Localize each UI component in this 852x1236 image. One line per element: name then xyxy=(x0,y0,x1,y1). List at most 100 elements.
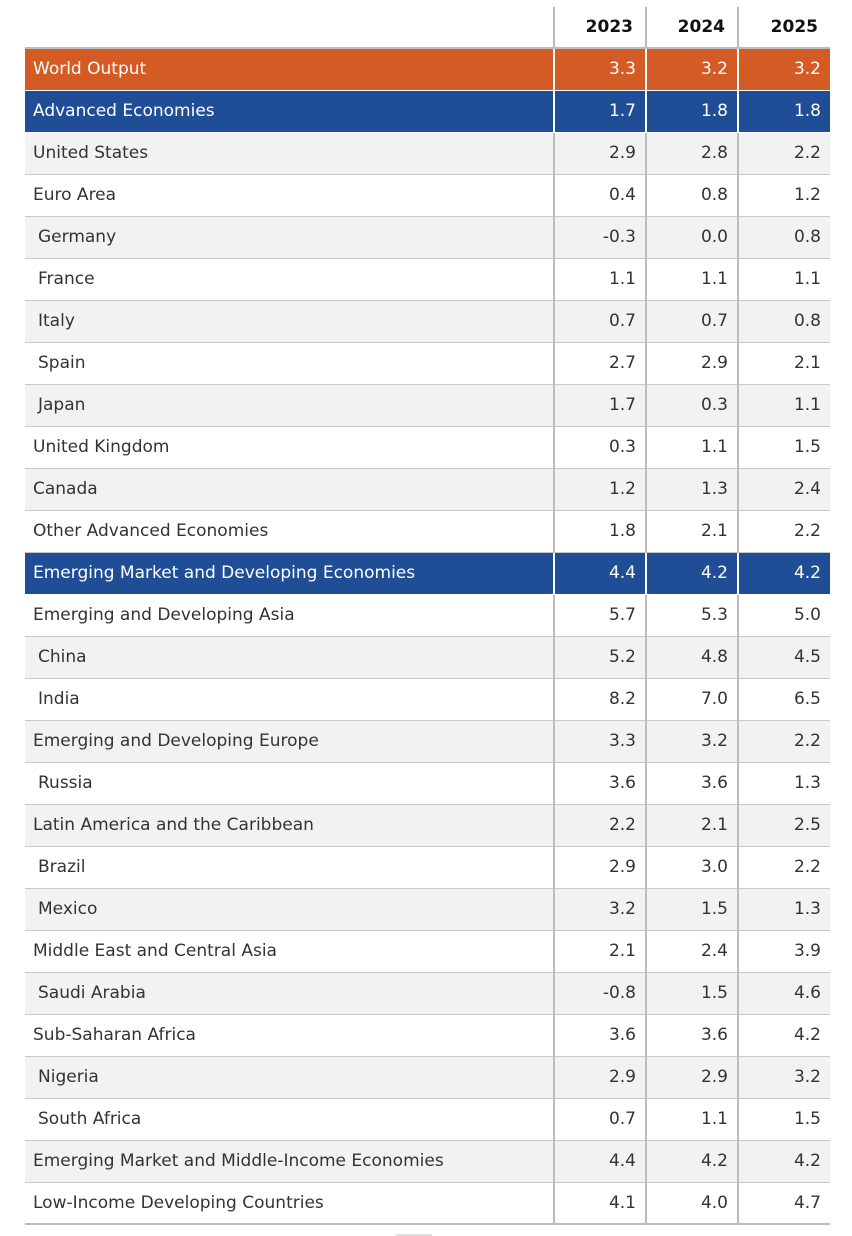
row-label: Euro Area xyxy=(25,174,555,217)
row-label: Germany xyxy=(25,216,555,259)
value-cell-2023: -0.8 xyxy=(554,972,647,1015)
value-cell-2023: 8.2 xyxy=(554,678,647,721)
value-cell-2025: 3.2 xyxy=(738,1056,830,1099)
row-label: Sub-Saharan Africa xyxy=(25,1014,555,1057)
value-cell-2024: 3.6 xyxy=(646,1014,739,1057)
scroll-indicator[interactable] xyxy=(396,1234,432,1236)
value-cell-2024: 4.2 xyxy=(646,552,739,595)
row-label: Japan xyxy=(25,384,555,427)
table-row: Euro Area 0.4 0.8 1.2 xyxy=(25,174,830,217)
header-year-2023: 2023 xyxy=(554,7,647,49)
row-label: Emerging Market and Middle-Income Econom… xyxy=(25,1140,555,1183)
value-cell-2023: 4.1 xyxy=(554,1182,647,1225)
value-cell-2023: 3.3 xyxy=(554,720,647,763)
value-cell-2023: 3.2 xyxy=(554,888,647,931)
value-cell-2024: 2.9 xyxy=(646,342,739,385)
table-row: South Africa 0.7 1.1 1.5 xyxy=(25,1098,830,1141)
value-cell-2023: 0.4 xyxy=(554,174,647,217)
value-cell-2023: 1.1 xyxy=(554,258,647,301)
header-year-2024: 2024 xyxy=(646,7,739,49)
value-cell-2025: 2.1 xyxy=(738,342,830,385)
row-label: Latin America and the Caribbean xyxy=(25,804,555,847)
row-label: Low-Income Developing Countries xyxy=(25,1182,555,1225)
value-cell-2025: 2.2 xyxy=(738,510,830,553)
value-cell-2023: 2.9 xyxy=(554,132,647,175)
table-body: World Output 3.3 3.2 3.2 Advanced Economies 1… xyxy=(25,48,830,1225)
table-row: Emerging and Developing Europe 3.3 3.2 2.2 xyxy=(25,720,830,763)
value-cell-2025: 4.2 xyxy=(738,1140,830,1183)
value-cell-2024: 5.3 xyxy=(646,594,739,637)
value-cell-2024: 3.0 xyxy=(646,846,739,889)
table-row: China 5.2 4.8 4.5 xyxy=(25,636,830,679)
value-cell-2024: 3.2 xyxy=(646,48,739,91)
value-cell-2024: 7.0 xyxy=(646,678,739,721)
value-cell-2024: 1.1 xyxy=(646,258,739,301)
table-row: India 8.2 7.0 6.5 xyxy=(25,678,830,721)
value-cell-2023: 5.7 xyxy=(554,594,647,637)
row-label: South Africa xyxy=(25,1098,555,1141)
value-cell-2025: 2.2 xyxy=(738,132,830,175)
value-cell-2025: 4.2 xyxy=(738,552,830,595)
value-cell-2025: 1.1 xyxy=(738,384,830,427)
value-cell-2024: 1.3 xyxy=(646,468,739,511)
growth-table-container: 2023 2024 2025 World Output 3.3 3.2 3.2 Adva… xyxy=(25,7,830,1225)
row-label: World Output xyxy=(25,48,555,91)
table-row: Mexico 3.2 1.5 1.3 xyxy=(25,888,830,931)
value-cell-2023: 0.7 xyxy=(554,1098,647,1141)
value-cell-2024: 2.8 xyxy=(646,132,739,175)
growth-table: 2023 2024 2025 World Output 3.3 3.2 3.2 Adva… xyxy=(25,7,830,1225)
row-label: China xyxy=(25,636,555,679)
value-cell-2025: 3.9 xyxy=(738,930,830,973)
value-cell-2024: 1.5 xyxy=(646,888,739,931)
value-cell-2024: 1.5 xyxy=(646,972,739,1015)
row-label: Advanced Economies xyxy=(25,90,555,133)
header-year-2025: 2025 xyxy=(738,7,830,49)
value-cell-2023: 5.2 xyxy=(554,636,647,679)
value-cell-2023: 1.2 xyxy=(554,468,647,511)
row-label: Italy xyxy=(25,300,555,343)
value-cell-2023: 3.6 xyxy=(554,762,647,805)
value-cell-2024: 0.0 xyxy=(646,216,739,259)
value-cell-2023: 2.9 xyxy=(554,1056,647,1099)
value-cell-2023: 0.3 xyxy=(554,426,647,469)
value-cell-2025: 1.8 xyxy=(738,90,830,133)
value-cell-2024: 4.2 xyxy=(646,1140,739,1183)
row-label: Saudi Arabia xyxy=(25,972,555,1015)
value-cell-2023: 1.7 xyxy=(554,384,647,427)
value-cell-2025: 0.8 xyxy=(738,216,830,259)
value-cell-2023: -0.3 xyxy=(554,216,647,259)
value-cell-2024: 2.9 xyxy=(646,1056,739,1099)
value-cell-2024: 4.8 xyxy=(646,636,739,679)
row-label: Emerging Market and Developing Economies xyxy=(25,552,555,595)
header-region xyxy=(25,7,555,49)
table-row: Low-Income Developing Countries 4.1 4.0 4.7 xyxy=(25,1182,830,1225)
value-cell-2025: 4.7 xyxy=(738,1182,830,1225)
table-row: Spain 2.7 2.9 2.1 xyxy=(25,342,830,385)
table-row: Nigeria 2.9 2.9 3.2 xyxy=(25,1056,830,1099)
value-cell-2025: 3.2 xyxy=(738,48,830,91)
row-label: Emerging and Developing Europe xyxy=(25,720,555,763)
value-cell-2024: 1.8 xyxy=(646,90,739,133)
value-cell-2024: 1.1 xyxy=(646,426,739,469)
table-row: United States 2.9 2.8 2.2 xyxy=(25,132,830,175)
table-row: Canada 1.2 1.3 2.4 xyxy=(25,468,830,511)
value-cell-2025: 1.5 xyxy=(738,426,830,469)
row-label: Canada xyxy=(25,468,555,511)
row-label: Other Advanced Economies xyxy=(25,510,555,553)
row-label: Russia xyxy=(25,762,555,805)
table-row: Emerging and Developing Asia 5.7 5.3 5.0 xyxy=(25,594,830,637)
value-cell-2024: 2.4 xyxy=(646,930,739,973)
row-label: France xyxy=(25,258,555,301)
table-row: Saudi Arabia -0.8 1.5 4.6 xyxy=(25,972,830,1015)
table-row: Emerging Market and Middle-Income Econom… xyxy=(25,1140,830,1183)
value-cell-2024: 4.0 xyxy=(646,1182,739,1225)
value-cell-2025: 4.6 xyxy=(738,972,830,1015)
table-row: Italy 0.7 0.7 0.8 xyxy=(25,300,830,343)
value-cell-2024: 2.1 xyxy=(646,804,739,847)
value-cell-2024: 3.6 xyxy=(646,762,739,805)
value-cell-2025: 1.5 xyxy=(738,1098,830,1141)
value-cell-2025: 6.5 xyxy=(738,678,830,721)
value-cell-2023: 4.4 xyxy=(554,552,647,595)
row-label: India xyxy=(25,678,555,721)
value-cell-2023: 0.7 xyxy=(554,300,647,343)
